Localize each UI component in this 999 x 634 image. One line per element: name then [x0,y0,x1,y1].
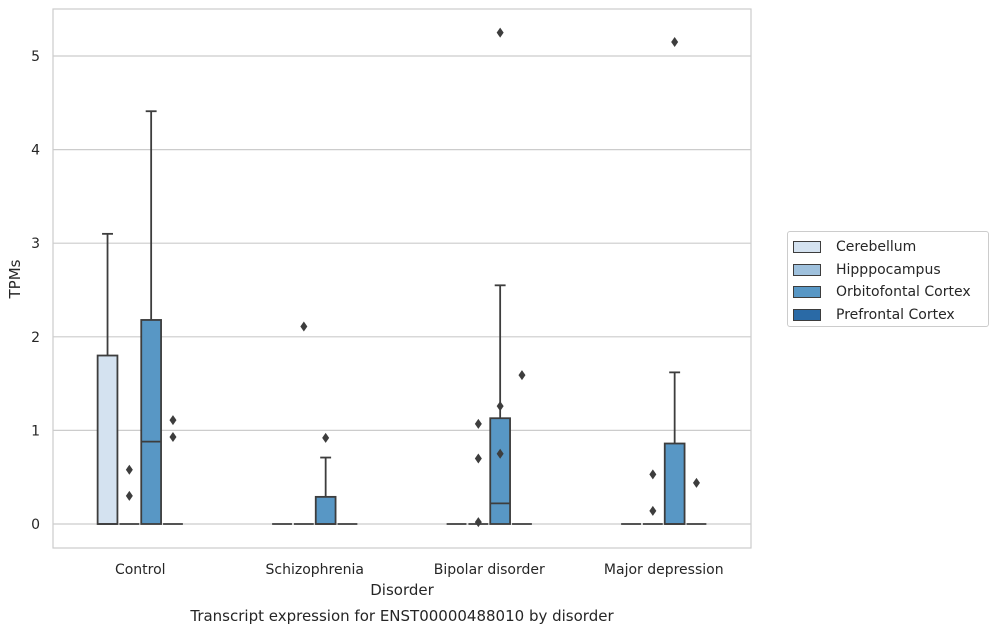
outlier-point [692,477,700,488]
box-cerebellum [96,232,119,525]
box-iqr [314,495,337,525]
y-tick-label: 2 [31,330,40,346]
outlier-point [649,505,657,516]
box-iqr [663,442,686,525]
plot-frame [52,8,752,549]
outlier-point [649,469,657,480]
y-axis-label: TPMs [6,259,24,299]
plot-area [53,9,751,548]
chart-title: Transcript expression for ENST0000048801… [189,607,614,625]
outlier-point [169,431,177,442]
legend-item: Cerebellum [793,236,988,259]
y-tick-label: 5 [31,49,40,65]
x-tick-label: Major depression [604,562,724,578]
x-tick-label: Schizophrenia [266,562,364,578]
outlier-point [496,448,504,459]
box-series [96,27,707,528]
legend-swatch [793,263,821,276]
legend-item: Hipppocampus [793,259,988,282]
outlier-point [474,418,482,429]
outlier-point [518,370,526,381]
outlier-point [474,453,482,464]
outlier-point [322,432,330,443]
x-tick-label: Bipolar disorder [434,562,545,578]
outlier-point [300,321,308,332]
y-tick-label: 1 [31,423,40,439]
legend-label: Hipppocampus [836,261,941,278]
box-prefrontal-cortex [686,477,707,525]
legend-swatch [793,308,821,321]
box-prefrontal-cortex [163,415,183,525]
y-tick-labels: 0 1 2 3 4 5 [31,49,40,533]
x-axis-label: Disorder [370,581,434,599]
box-orbitofontal-cortex [489,27,511,525]
x-tick-label: Control [115,562,166,578]
box-hipppocampus [642,469,663,525]
outlier-point [474,517,482,528]
legend-item: Prefrontal Cortex [793,304,988,327]
box-iqr [140,319,162,525]
box-orbitofontal-cortex [663,36,686,525]
outlier-point [496,401,504,412]
outlier-point [169,415,177,426]
outlier-point [125,490,133,501]
legend-swatch [793,241,821,254]
outlier-point [671,36,679,47]
legend-label: Orbitofontal Cortex [836,284,971,301]
box-orbitofontal-cortex [140,110,162,525]
y-tick-label: 3 [31,236,40,252]
box-hipppocampus [293,321,314,525]
y-tick-label: 4 [31,143,40,159]
legend-label: Cerebellum [836,239,917,256]
legend-label: Prefrontal Cortex [836,306,955,323]
outlier-point [125,464,133,475]
outlier-point [496,27,504,38]
box-hipppocampus [119,464,140,525]
legend-swatch [793,286,821,299]
y-tick-label: 0 [31,517,40,533]
box-prefrontal-cortex [512,370,532,525]
box-hipppocampus [468,418,489,528]
box-iqr [489,417,511,525]
box-iqr [96,354,119,525]
legend-item: Orbitofontal Cortex [793,281,988,304]
box-orbitofontal-cortex [314,432,337,525]
legend: Cerebellum Hipppocampus Orbitofontal Corte… [787,231,989,327]
x-tick-labels: Control Schizophrenia Bipolar disorder Majo… [115,562,724,578]
